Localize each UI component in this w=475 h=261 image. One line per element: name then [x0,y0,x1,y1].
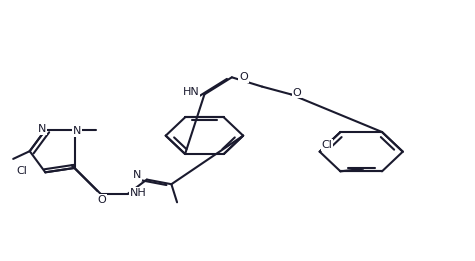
Text: O: O [97,195,106,205]
Text: N: N [73,126,81,136]
Text: Cl: Cl [321,140,332,150]
Text: N: N [38,124,47,134]
Text: HN: HN [183,87,200,97]
Text: NH: NH [130,188,147,198]
Text: O: O [239,72,248,82]
Text: O: O [293,87,301,98]
Text: Cl: Cl [16,166,27,176]
Text: N: N [133,170,142,180]
